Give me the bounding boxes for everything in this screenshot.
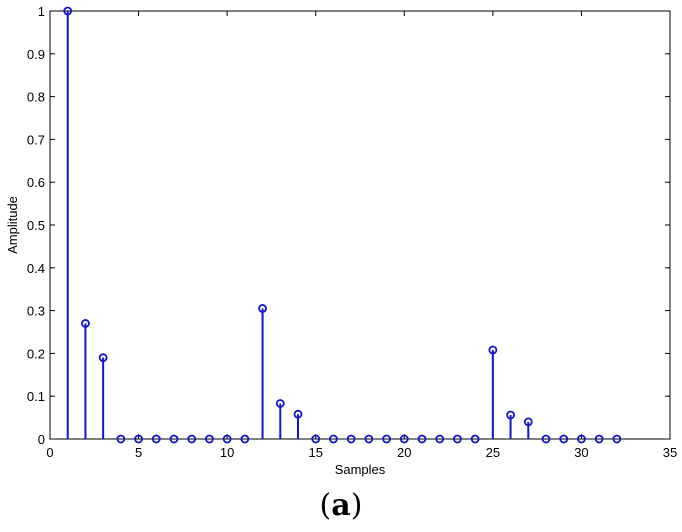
- x-tick-label: 5: [135, 445, 142, 460]
- y-tick-label: 0.9: [27, 47, 45, 62]
- stem-marker: [134, 434, 143, 444]
- stem-marker: [470, 434, 480, 444]
- stem-marker: [240, 434, 250, 444]
- axis-ticks: 0 5 10 15 20 25 30 35 0 0.1 0.2 0.3 0.4 0.5 0.6 0.7 0.8 0…: [27, 4, 677, 460]
- y-tick-label: 0.7: [27, 132, 45, 147]
- stem-marker: [329, 434, 338, 444]
- stem-marker: [523, 417, 533, 427]
- x-tick-label: 10: [220, 445, 234, 460]
- y-tick-label: 0.3: [27, 304, 45, 319]
- y-tick-label: 0: [38, 432, 45, 447]
- stem-marker: [488, 345, 498, 355]
- x-axis-label: Samples: [335, 462, 386, 477]
- stem-marker: [559, 434, 569, 444]
- caption-letter: a: [331, 488, 351, 523]
- stem-marker: [63, 6, 73, 16]
- y-axis-label: Amplitude: [5, 196, 20, 254]
- stem-marker: [541, 434, 551, 444]
- y-tick-label: 0.5: [27, 218, 45, 233]
- stem-marker: [169, 434, 179, 444]
- stem-marker: [258, 304, 267, 313]
- y-tick-label: 0.6: [27, 175, 45, 190]
- stem-marker: [293, 409, 303, 419]
- stem-marker: [435, 434, 445, 444]
- stem-marker: [594, 434, 604, 444]
- stem-marker: [187, 434, 197, 444]
- stem-marker: [364, 434, 374, 444]
- x-tick-label: 25: [486, 445, 500, 460]
- stem-marker: [346, 434, 356, 444]
- stem-marker: [577, 434, 586, 444]
- stem-marker: [81, 319, 90, 328]
- x-tick-label: 35: [663, 445, 677, 460]
- stem-marker: [311, 434, 321, 444]
- stem-marker: [417, 434, 427, 444]
- figure-caption: (a): [0, 488, 682, 523]
- y-tick-label: 0.8: [27, 90, 45, 105]
- stem-marker: [98, 353, 108, 363]
- stem-marker: [222, 434, 232, 444]
- x-tick-label: 0: [46, 445, 53, 460]
- stem-marker: [116, 434, 126, 444]
- stem-chart: 0 5 10 15 20 25 30 35 0 0.1 0.2 0.3 0.4 0.5 0.6 0.7 0.8 0…: [5, 4, 677, 477]
- y-tick-label: 0.1: [27, 389, 45, 404]
- y-tick-label: 0.2: [27, 346, 45, 361]
- stem-marker: [453, 434, 462, 444]
- x-tick-label: 20: [397, 445, 411, 460]
- stem-series: [63, 6, 622, 444]
- stem-marker: [382, 434, 391, 444]
- x-tick-label: 30: [574, 445, 588, 460]
- stem-marker: [205, 434, 214, 444]
- stem-marker: [612, 434, 622, 444]
- caption-open-paren: (: [319, 488, 332, 523]
- caption-close-paren: ): [350, 488, 363, 523]
- y-tick-label: 1: [38, 4, 45, 19]
- plot-area: [49, 10, 671, 440]
- x-tick-label: 15: [308, 445, 322, 460]
- stem-marker: [399, 434, 409, 444]
- y-tick-label: 0.4: [27, 261, 45, 276]
- stem-marker: [151, 434, 161, 444]
- stem-marker: [506, 410, 515, 420]
- stem-marker: [275, 399, 285, 408]
